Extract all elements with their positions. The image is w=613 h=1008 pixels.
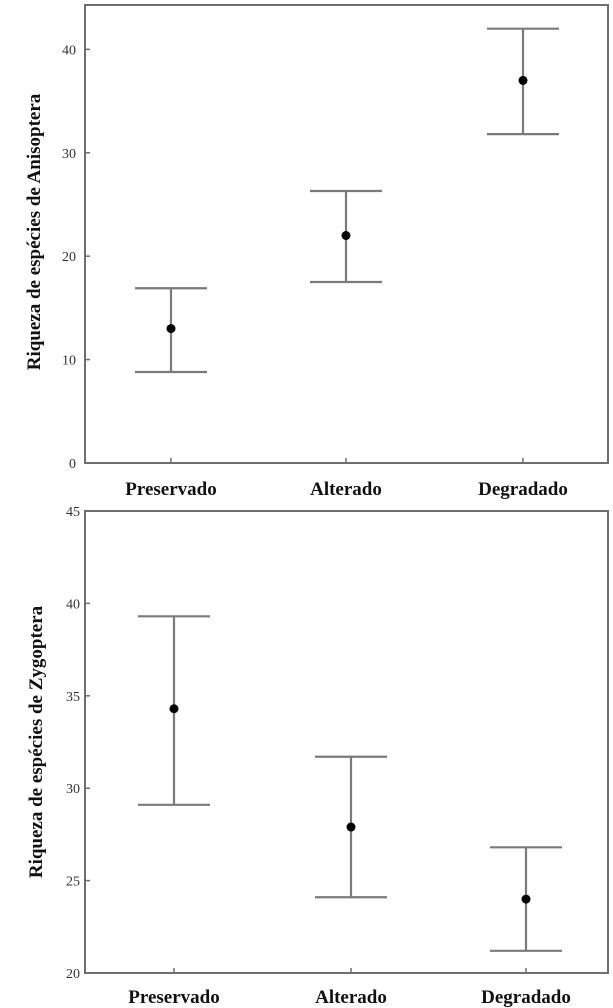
y-axis-label-anisoptera: Riqueza de espécies de Anisoptera xyxy=(24,93,45,370)
y-axis-zygoptera: 20 25 30 35 40 45 xyxy=(66,505,90,982)
x-axis-anisoptera: Preservado Alterado Degradado xyxy=(125,458,568,500)
y-tick-label: 25 xyxy=(66,875,80,890)
plot-frame-zygoptera xyxy=(84,510,609,974)
y-tick-label: 35 xyxy=(66,690,80,705)
mean-point-preservado xyxy=(166,324,176,334)
mean-point-degradado xyxy=(518,75,528,85)
errorbar-preservado xyxy=(138,615,210,806)
y-tick-label: 30 xyxy=(66,782,80,797)
x-tick-label-alterado: Alterado xyxy=(310,479,382,500)
x-tick-label-preservado: Preservado xyxy=(128,987,219,1008)
mean-point-alterado xyxy=(341,231,351,240)
y-axis-label-zygoptera: Riqueza de espécies de Zygoptera xyxy=(26,605,47,878)
mean-point-alterado xyxy=(346,822,356,832)
y-tick-label: 40 xyxy=(62,43,76,58)
mean-point-degradado xyxy=(521,894,531,904)
y-tick-label: 0 xyxy=(69,457,76,472)
y-tick-label: 20 xyxy=(62,250,76,265)
y-tick-label: 30 xyxy=(62,147,76,162)
y-axis-anisoptera: 0 10 20 30 40 xyxy=(62,43,90,472)
y-tick-label: 45 xyxy=(66,505,80,520)
x-axis-zygoptera: Preservado Alterado Degradado xyxy=(128,968,571,1008)
x-tick-label-alterado: Alterado xyxy=(315,987,387,1008)
chart-zygoptera: 20 25 30 35 40 45 Preservado Alterado Degradado… xyxy=(26,505,609,1008)
errorbar-alterado xyxy=(315,755,387,899)
x-tick-label-degradado: Degradado xyxy=(478,479,568,500)
errorbar-degradado xyxy=(487,27,559,136)
series-anisoptera xyxy=(135,27,559,374)
x-tick-label-degradado: Degradado xyxy=(481,987,571,1008)
y-tick-label: 20 xyxy=(66,967,80,982)
errorbar-alterado xyxy=(310,189,382,284)
mean-point-preservado xyxy=(169,704,179,714)
series-zygoptera xyxy=(138,615,562,952)
y-tick-label: 40 xyxy=(66,597,80,612)
errorbar-preservado xyxy=(135,287,207,374)
x-tick-label-preservado: Preservado xyxy=(125,479,216,500)
chart-anisoptera: 0 10 20 30 40 Preservado Alterado Degradado Ri… xyxy=(24,4,609,500)
y-tick-label: 10 xyxy=(62,354,76,369)
errorbar-degradado xyxy=(490,846,562,952)
